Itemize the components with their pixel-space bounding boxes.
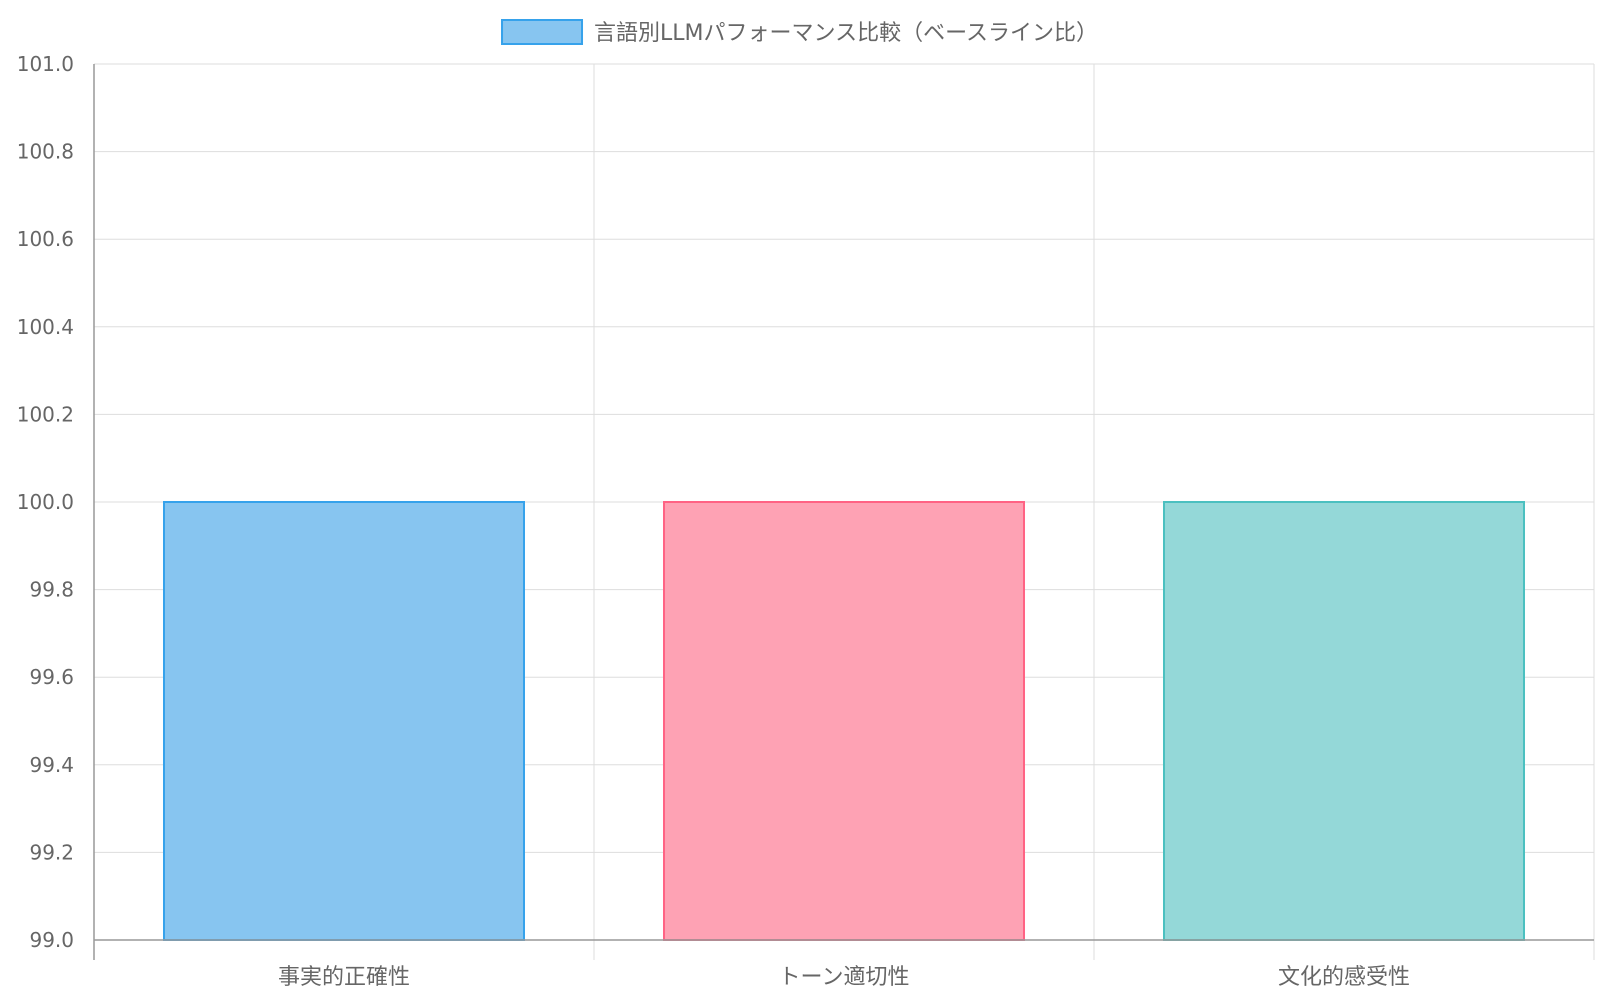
axes xyxy=(93,64,1594,960)
legend[interactable]: 言語別LLMパフォーマンス比較（ベースライン比） xyxy=(501,19,1098,46)
y-tick-label: 99.0 xyxy=(29,928,74,952)
bar[interactable] xyxy=(163,501,525,941)
y-axis-ticks: 101.0 100.8 100.6 100.4 100.2 100.0 99.8 99.6 99… xyxy=(17,52,74,952)
y-tick-label: 99.4 xyxy=(29,753,74,777)
y-tick-label: 100.4 xyxy=(17,315,74,339)
y-tick-label: 99.8 xyxy=(29,578,74,602)
y-tick-label: 99.2 xyxy=(29,840,74,864)
legend-swatch[interactable] xyxy=(501,19,584,45)
x-category-label: 文化的感受性 xyxy=(1278,965,1410,990)
y-tick-label: 100.0 xyxy=(17,490,74,514)
y-tick-label: 99.6 xyxy=(29,665,74,689)
x-category-label: 事実的正確性 xyxy=(278,965,410,990)
x-axis-labels: 事実的正確性 トーン適切性 文化的感受性 xyxy=(278,965,1410,990)
bar[interactable] xyxy=(1163,501,1525,941)
y-tick-label: 101.0 xyxy=(17,52,74,76)
x-category-label: トーン適切性 xyxy=(779,965,910,990)
bar[interactable] xyxy=(663,501,1025,941)
legend-label[interactable]: 言語別LLMパフォーマンス比較（ベースライン比） xyxy=(594,21,1098,46)
bars xyxy=(163,501,1525,941)
y-tick-label: 100.6 xyxy=(17,227,74,251)
y-tick-label: 100.8 xyxy=(17,140,74,164)
y-tick-label: 100.2 xyxy=(17,402,74,426)
